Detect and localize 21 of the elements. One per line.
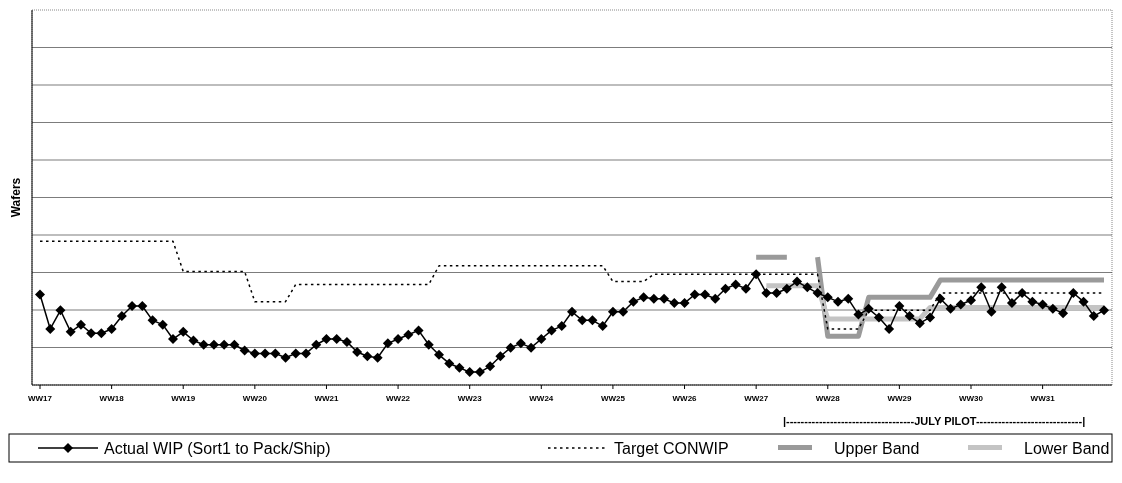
y-axis-title: Wafers xyxy=(9,177,23,218)
x-tick-label: WW28 xyxy=(815,394,841,403)
x-tick-label: WW17 xyxy=(28,394,53,403)
x-tick-label: WW30 xyxy=(959,394,984,403)
text: |-----------------------------------JULY PILOT-----------------------------| xyxy=(782,415,1086,427)
legend-label: Upper Band xyxy=(834,440,920,457)
legend-label: Target CONWIP xyxy=(614,440,729,457)
x-tick-label: WW21 xyxy=(314,394,340,403)
x-tick-label: WW26 xyxy=(672,394,698,403)
x-tick-label: WW19 xyxy=(171,394,196,403)
x-tick-label: WW23 xyxy=(457,394,483,403)
x-tick-label: WW18 xyxy=(99,394,125,403)
x-tick-label: WW27 xyxy=(744,394,769,403)
x-tick-label: WW24 xyxy=(529,394,554,403)
x-tick-label: WW22 xyxy=(386,394,411,403)
x-tick-label: WW20 xyxy=(242,394,268,403)
x-tick-label: WW31 xyxy=(1030,394,1056,403)
legend-label: Lower Band xyxy=(1024,440,1110,457)
x-tick-label: WW25 xyxy=(600,394,626,403)
x-tick-label: WW29 xyxy=(887,394,912,403)
legend-label: Actual WIP (Sort1 to Pack/Ship) xyxy=(104,440,331,457)
